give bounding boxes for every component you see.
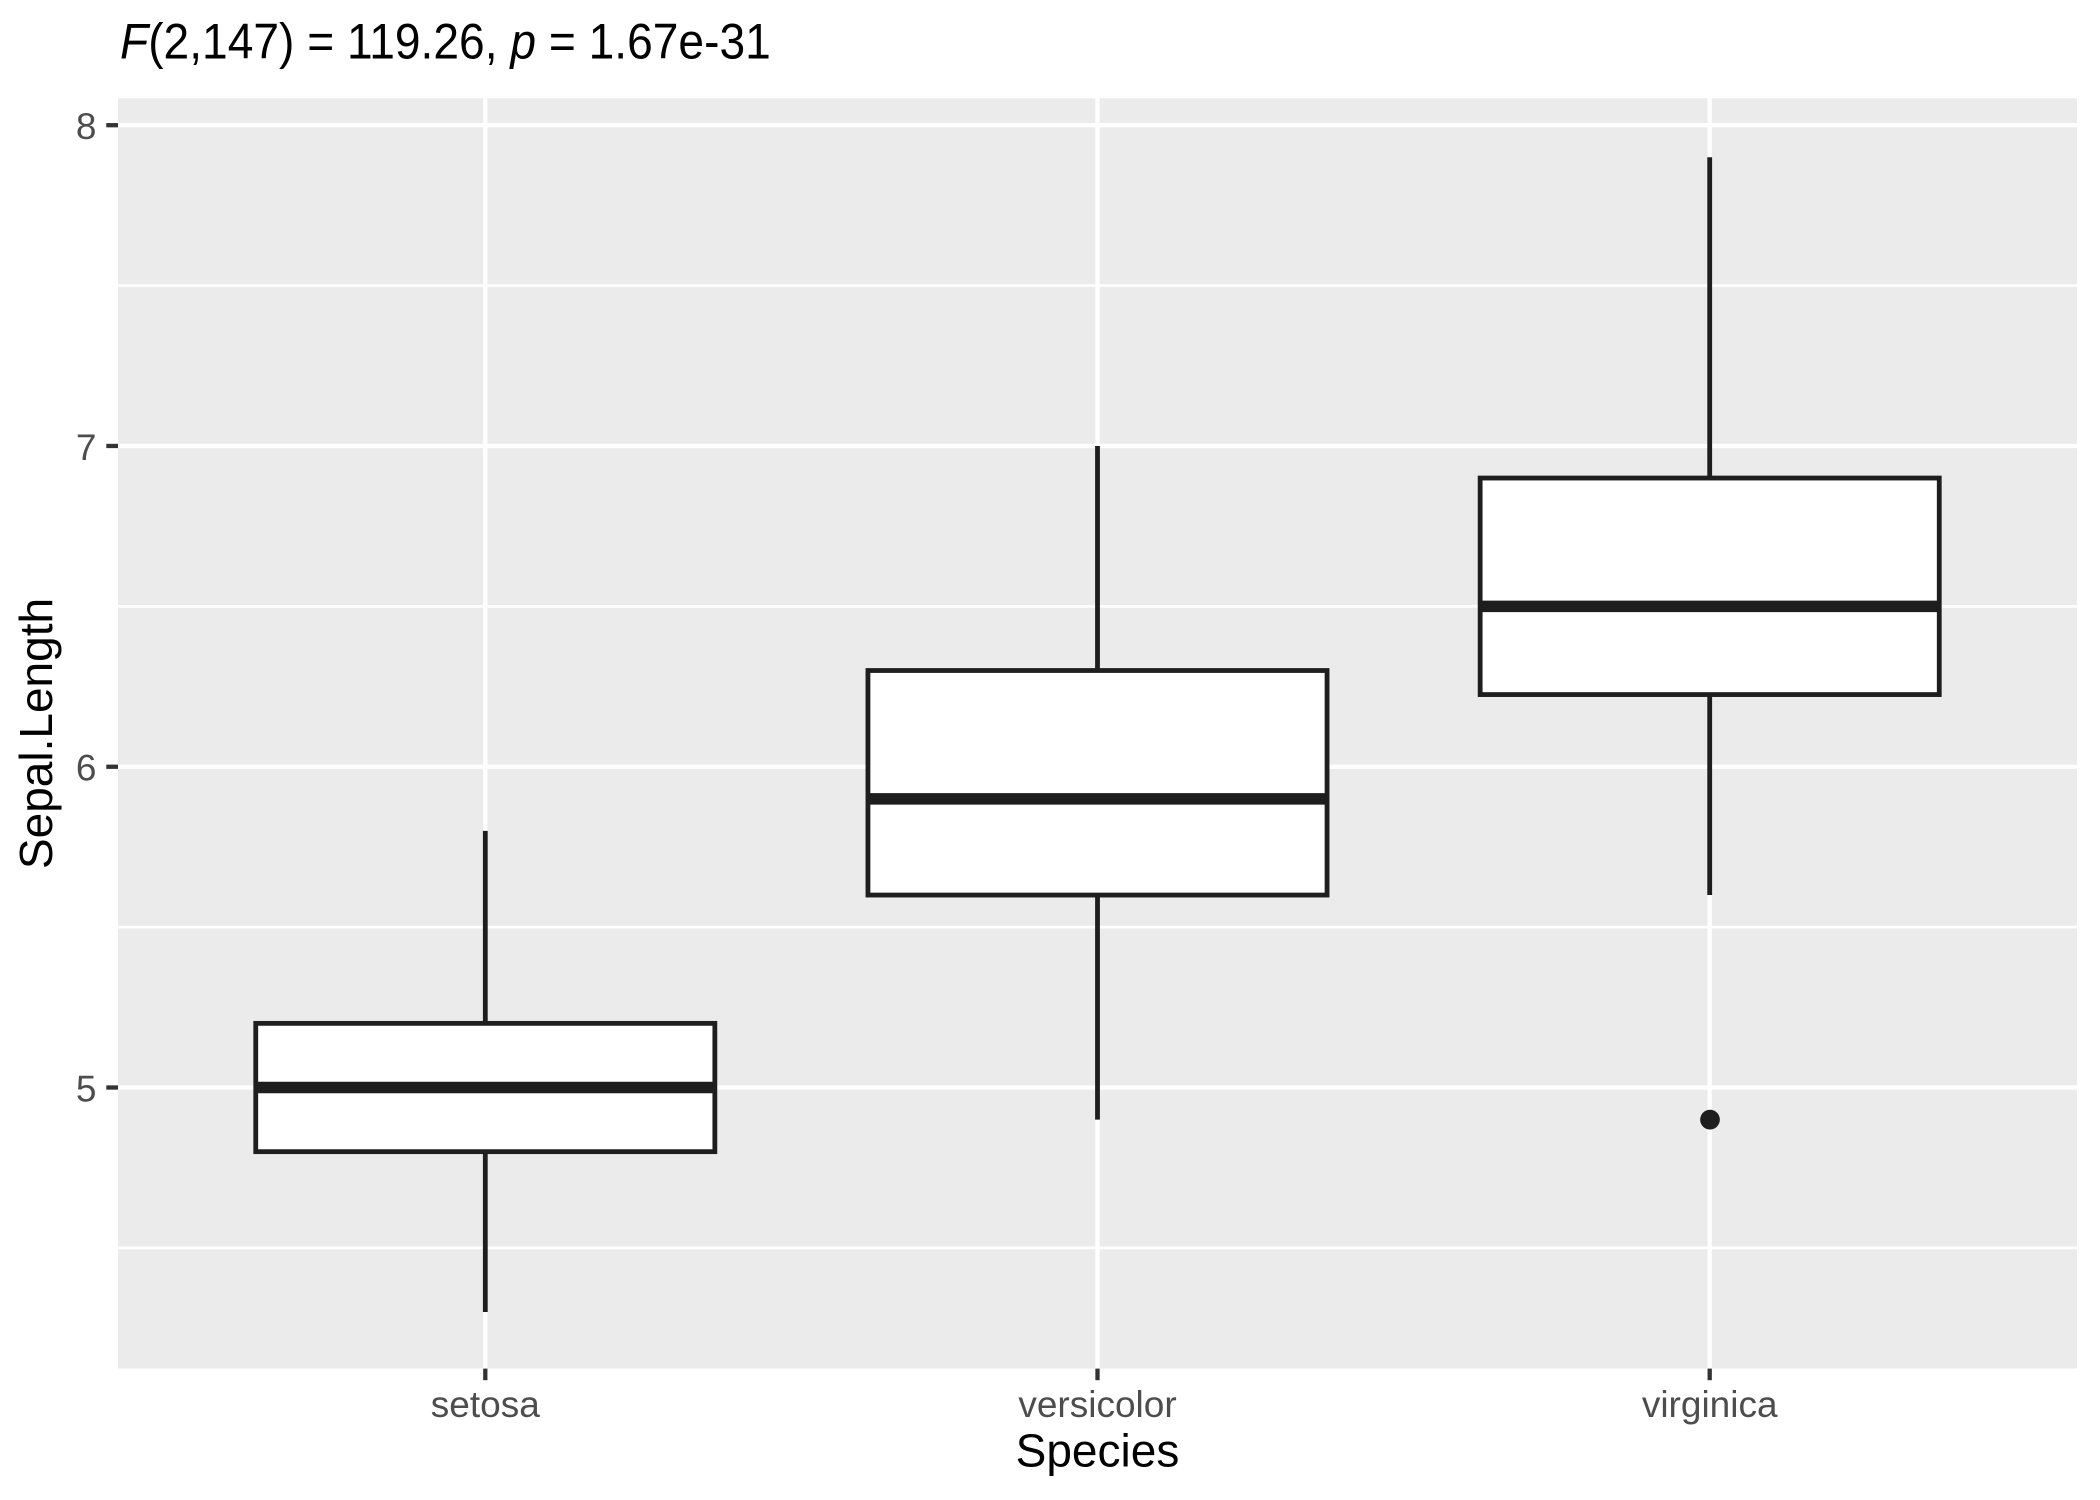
- svg-text:6: 6: [76, 748, 97, 789]
- svg-text:F(2,147) = 119.26, p = 1.67e-3: F(2,147) = 119.26, p = 1.67e-31: [120, 14, 771, 70]
- svg-text:virginica: virginica: [1642, 1384, 1778, 1425]
- svg-text:8: 8: [76, 106, 97, 147]
- svg-text:setosa: setosa: [431, 1384, 540, 1425]
- svg-text:5: 5: [76, 1068, 97, 1109]
- svg-text:Sepal.Length: Sepal.Length: [10, 598, 62, 869]
- svg-text:versicolor: versicolor: [1018, 1384, 1176, 1425]
- svg-text:7: 7: [76, 427, 97, 468]
- svg-text:Species: Species: [1016, 1425, 1180, 1477]
